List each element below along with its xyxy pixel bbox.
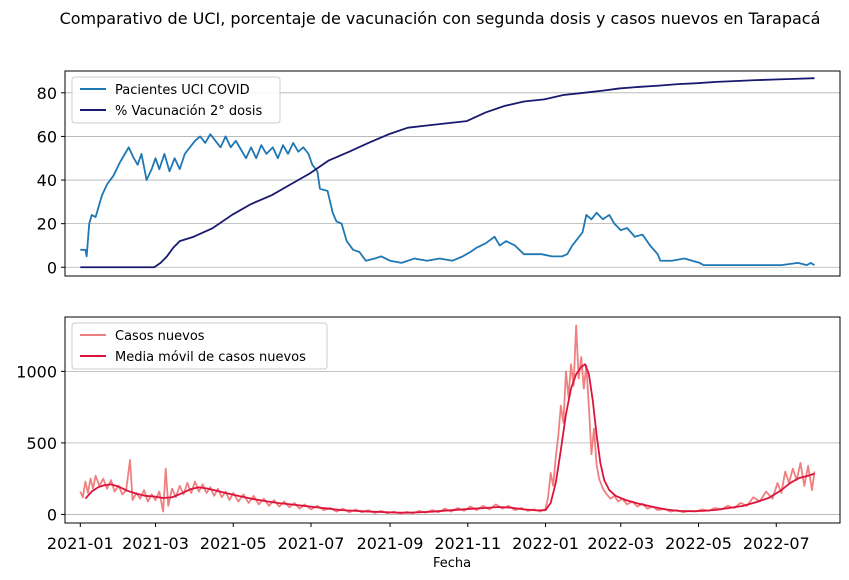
y-tick-label: 40	[37, 171, 57, 190]
y-tick-label: 60	[37, 127, 57, 146]
x-tick-label: 2022-03	[587, 534, 654, 553]
x-tick-label: 2021-01	[47, 534, 114, 553]
y-tick-label: 500	[26, 434, 57, 453]
x-tick-label: 2022-07	[743, 534, 810, 553]
legend-label-1: % Vacunación 2° dosis	[115, 104, 263, 119]
top-y-ticks: 0 20 40 60 80	[37, 84, 65, 277]
figure-title: Comparativo de UCI, porcentaje de vacuna…	[60, 9, 821, 28]
series-line-1	[80, 77, 815, 269]
x-tick-label: 2021-09	[357, 534, 424, 553]
bottom-series	[79, 324, 816, 515]
series-line-0	[80, 133, 815, 266]
series-line-1	[84, 363, 815, 514]
bottom-y-ticks: 0 500 1000	[16, 362, 65, 524]
x-tick-label: 2021-11	[434, 534, 501, 553]
legend-box	[71, 322, 328, 370]
top-legend: Pacientes UCI COVID % Vacunación 2° dosis	[71, 76, 281, 124]
x-axis-label: Fecha	[433, 556, 471, 571]
bottom-legend: Casos nuevos Media móvil de casos nuevos	[71, 322, 328, 370]
y-tick-label: 0	[47, 505, 57, 524]
x-tick-label: 2022-05	[665, 534, 732, 553]
y-tick-label: 1000	[16, 362, 57, 381]
legend-label-0: Pacientes UCI COVID	[115, 83, 250, 98]
bottom-grid	[65, 370, 840, 515]
legend-box	[71, 76, 281, 124]
legend-label-1: Media móvil de casos nuevos	[115, 350, 306, 365]
y-tick-label: 80	[37, 84, 57, 103]
x-tick-label: 2022-01	[512, 534, 579, 553]
x-tick-label: 2021-05	[200, 534, 267, 553]
x-tick-label: 2021-03	[122, 534, 189, 553]
uci-vaccination-panel: 0 20 40 60 80 Pacientes UCI COVID % Vacunació…	[37, 70, 841, 277]
y-tick-label: 20	[37, 215, 57, 234]
bottom-x-ticks: 2021-01 2021-03 2021-05 2021-07 2021-09 2021-…	[47, 523, 810, 553]
y-tick-label: 0	[47, 258, 57, 277]
x-tick-label: 2021-07	[278, 534, 345, 553]
legend-label-0: Casos nuevos	[115, 329, 205, 344]
top-series	[80, 77, 815, 269]
top-axes-frame	[64, 70, 841, 277]
bottom-axes-frame	[64, 316, 841, 524]
